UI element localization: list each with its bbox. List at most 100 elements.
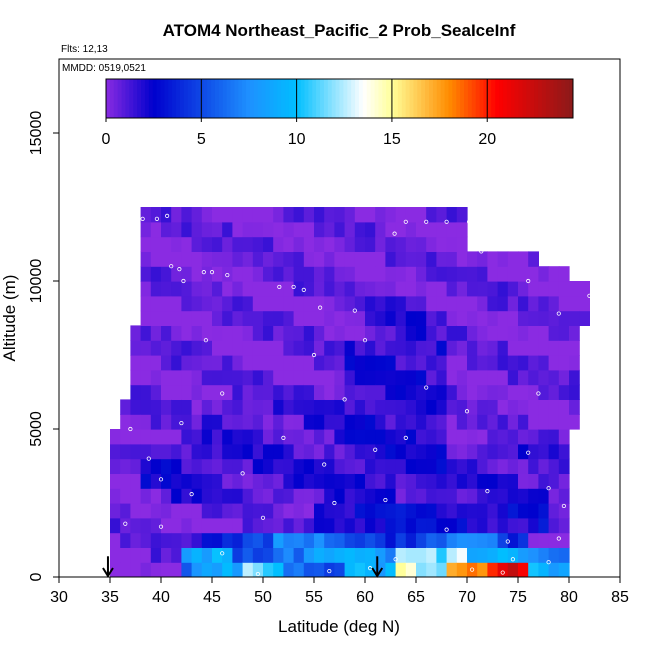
heatmap-cell bbox=[181, 414, 193, 430]
heatmap-cell bbox=[324, 236, 335, 252]
colorbar-segment bbox=[491, 79, 496, 118]
heatmap-cell bbox=[507, 414, 519, 430]
colorbar-tick-label: 0 bbox=[102, 131, 111, 148]
heatmap-cell bbox=[477, 310, 488, 326]
heatmap-cell bbox=[293, 429, 305, 445]
heatmap-cell bbox=[130, 384, 142, 400]
heatmap-cell bbox=[263, 399, 274, 415]
heatmap-cell bbox=[232, 369, 244, 386]
sample-point bbox=[469, 567, 475, 572]
heatmap-cell bbox=[212, 221, 223, 238]
heatmap-cell bbox=[426, 488, 437, 504]
heatmap-cell bbox=[161, 414, 172, 430]
heatmap-cell bbox=[324, 547, 335, 563]
colorbar-segment bbox=[561, 79, 566, 118]
heatmap-cell bbox=[334, 251, 346, 267]
heatmap-cell bbox=[365, 517, 376, 534]
heatmap-cell bbox=[283, 207, 295, 223]
heatmap-cell bbox=[293, 547, 305, 563]
heatmap-cell bbox=[528, 517, 539, 534]
colorbar-segment bbox=[358, 79, 364, 118]
heatmap-cell bbox=[191, 295, 203, 312]
heatmap-cell bbox=[252, 517, 264, 534]
sample-point bbox=[181, 278, 186, 284]
colorbar-segment bbox=[148, 79, 154, 118]
heatmap-cell bbox=[232, 281, 244, 297]
heatmap-cell bbox=[497, 399, 509, 415]
heatmap-cell bbox=[579, 295, 590, 312]
heatmap-cell bbox=[375, 503, 386, 519]
heatmap-cell bbox=[334, 517, 346, 534]
sample-point bbox=[169, 264, 174, 269]
heatmap-cell bbox=[191, 325, 203, 341]
colorbar-segment bbox=[335, 79, 340, 118]
heatmap-cell bbox=[344, 414, 356, 430]
heatmap-cell bbox=[222, 488, 233, 504]
heatmap-cell bbox=[191, 429, 203, 445]
heatmap-cell bbox=[222, 251, 233, 267]
heatmap-cell bbox=[467, 281, 478, 297]
heatmap-cell bbox=[324, 369, 335, 386]
sample-point bbox=[165, 213, 170, 218]
colorbar-segment bbox=[249, 79, 255, 118]
heatmap-cell bbox=[150, 532, 162, 548]
colorbar-segment bbox=[144, 79, 150, 118]
heatmap-cell bbox=[130, 547, 142, 563]
heatmap-cell bbox=[242, 251, 254, 267]
heatmap-cell bbox=[130, 532, 142, 548]
heatmap-cell bbox=[314, 458, 325, 474]
heatmap-cell bbox=[252, 340, 264, 356]
heatmap-cell bbox=[181, 325, 193, 341]
heatmap-cell bbox=[436, 369, 448, 386]
colorbar-segment bbox=[518, 79, 523, 118]
colorbar-segment bbox=[141, 79, 146, 118]
heatmap-cell bbox=[365, 414, 376, 430]
heatmap-cell bbox=[375, 355, 386, 371]
heatmap-cell bbox=[446, 340, 458, 356]
heatmap-cell bbox=[354, 236, 366, 252]
heatmap-cell bbox=[507, 295, 519, 312]
colorbar-segment bbox=[487, 79, 492, 118]
heatmap-cell bbox=[518, 473, 529, 489]
colorbar-tick-label: 15 bbox=[383, 131, 401, 148]
heatmap-cell bbox=[140, 207, 152, 223]
heatmap-cell bbox=[324, 473, 335, 489]
heatmap-cell bbox=[416, 473, 427, 489]
colorbar-segment bbox=[176, 79, 181, 118]
heatmap-cell bbox=[263, 532, 274, 548]
heatmap-cell bbox=[405, 399, 417, 415]
heatmap-cell bbox=[181, 547, 193, 563]
heatmap-cell bbox=[283, 473, 295, 489]
heatmap-cell bbox=[385, 517, 397, 534]
heatmap-cell bbox=[385, 547, 397, 563]
heatmap-cell bbox=[487, 355, 499, 371]
heatmap-cell bbox=[446, 562, 458, 577]
y-axis-label: Altitude (m) bbox=[0, 275, 19, 362]
heatmap-cell bbox=[395, 414, 407, 430]
heatmap-cell bbox=[538, 414, 550, 430]
heatmap-cell bbox=[426, 473, 437, 489]
heatmap-cell bbox=[314, 281, 325, 297]
heatmap-cell bbox=[436, 562, 448, 577]
heatmap-cell bbox=[150, 340, 162, 356]
heatmap-cell bbox=[538, 562, 550, 577]
heatmap-cell bbox=[283, 221, 295, 238]
heatmap-cell bbox=[385, 221, 397, 238]
heatmap-cell bbox=[385, 310, 397, 326]
heatmap-cell bbox=[201, 369, 213, 386]
heatmap-cell bbox=[181, 443, 193, 460]
heatmap-cell bbox=[334, 414, 346, 430]
heatmap-cell bbox=[314, 369, 325, 386]
heatmap-cell bbox=[558, 517, 570, 534]
colorbar-segment bbox=[172, 79, 177, 118]
heatmap-cell bbox=[518, 503, 529, 519]
sample-point bbox=[154, 216, 160, 221]
heatmap-cell bbox=[314, 251, 325, 267]
heatmap-cell bbox=[273, 369, 284, 386]
heatmap-cell bbox=[140, 429, 152, 445]
colorbar-segment bbox=[378, 79, 383, 118]
heatmap-cell bbox=[467, 399, 478, 415]
heatmap-cell bbox=[252, 384, 264, 400]
heatmap-cell bbox=[283, 325, 295, 341]
heatmap-cell bbox=[252, 369, 264, 386]
